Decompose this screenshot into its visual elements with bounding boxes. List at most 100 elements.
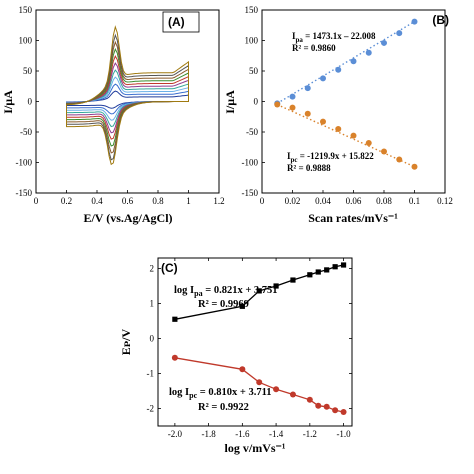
x-tick-label: 0.1	[409, 196, 420, 206]
data-point	[274, 101, 281, 108]
y-tick-label: -2	[147, 404, 155, 414]
y-tick-label: -50	[20, 127, 32, 137]
y-tick-label: 150	[19, 5, 33, 15]
y-tick-label: -150	[242, 188, 259, 198]
y-tick-label: 50	[249, 66, 259, 76]
data-point	[396, 30, 403, 37]
data-point	[340, 409, 347, 415]
data-point	[320, 118, 326, 125]
data-point	[411, 18, 418, 25]
x-tick-label: 0.04	[315, 196, 331, 206]
data-point	[304, 85, 311, 92]
eq-body: = -1219.9x + 15.822	[298, 151, 375, 161]
data-point	[381, 39, 387, 46]
data-point	[307, 272, 313, 278]
x-tick-label: -1.4	[269, 429, 284, 439]
data-point	[381, 148, 387, 155]
x-tick-label: 0.06	[346, 196, 362, 206]
panel-b-ticks: 0 0.02 0.04 0.06 0.08 0.1 0.12 -150 -100 -50 0 50 10…	[242, 5, 453, 206]
x-tick-label: 0.12	[437, 196, 453, 206]
data-point	[340, 262, 347, 268]
panel-b: 0 0.02 0.04 0.06 0.08 0.1 0.12 -150 -100 -50 0 50 10…	[223, 5, 453, 225]
panel-a-y-axis-label: I/µA	[1, 90, 15, 114]
x-tick-label: -1.2	[303, 429, 317, 439]
eq-body: = 0.821x + 3.751	[203, 285, 278, 296]
data-point	[256, 288, 262, 294]
y-tick-label: 150	[245, 5, 259, 15]
data-point	[239, 366, 246, 373]
data-point	[335, 125, 342, 132]
eq-symbol: log I	[169, 387, 189, 398]
data-point	[239, 303, 245, 309]
x-tick-label: 0	[260, 196, 265, 206]
y-tick-label: 0	[150, 334, 155, 344]
panel-b-equation-ipc: Ipc = -1219.9x + 15.822	[287, 151, 374, 164]
panel-b-y-axis-label: I/µA	[223, 90, 237, 114]
cv-curve	[66, 25, 189, 166]
y-tick-label: -150	[16, 188, 33, 198]
eq-symbol: log I	[174, 285, 194, 296]
data-point	[289, 104, 296, 111]
x-tick-label: -1.0	[336, 429, 351, 439]
data-point	[304, 110, 311, 117]
panel-a-plot-frame	[35, 9, 220, 194]
panel-c-r2-ipa: R² = 0.9969	[198, 299, 249, 310]
series-line	[174, 357, 344, 413]
y-tick-label: 100	[245, 36, 259, 46]
panel-b-label: (B)	[432, 13, 449, 27]
data-point	[289, 93, 296, 100]
data-point	[315, 402, 322, 409]
panel-c-ticks: -2.0 -1.8 -1.6 -1.4 -1.2 -1.0 -2 -1 0 1 2	[147, 258, 352, 439]
data-point	[256, 379, 263, 386]
x-tick-label: 0.08	[376, 196, 392, 206]
y-tick-label: -100	[16, 158, 33, 168]
panel-b-r2-ipa: R² = 0.9860	[292, 43, 336, 53]
data-point	[396, 156, 403, 163]
y-tick-label: -1	[147, 369, 155, 379]
eq-subscript: pa	[194, 289, 202, 298]
y-tick-label: 100	[19, 36, 33, 46]
x-tick-label: -2.0	[168, 429, 183, 439]
panel-c-series	[171, 262, 347, 415]
data-point	[323, 403, 330, 410]
y-tick-label: 0	[254, 97, 259, 107]
fit-line	[276, 20, 415, 104]
panel-a: 0 0.2 0.4 0.6 0.8 1 1.2 -150 -100 -50 0 50 100 150 (A…	[1, 5, 225, 225]
x-tick-label: 0.4	[91, 196, 103, 206]
series-line	[174, 264, 344, 320]
panel-c-equation-ipc: log Ipc = 0.810x + 3.711	[169, 387, 272, 400]
y-tick-label: 2	[150, 264, 155, 274]
data-point	[365, 49, 372, 56]
panel-c-y-axis-label: Eᴘ/V	[119, 328, 133, 355]
panel-a-cv-curves	[66, 25, 189, 166]
data-point	[324, 267, 330, 273]
eq-subscript: pc	[189, 391, 197, 400]
data-point	[332, 407, 339, 414]
y-tick-label: -50	[246, 127, 258, 137]
x-tick-label: 1	[186, 196, 191, 206]
x-tick-label: 0.8	[152, 196, 164, 206]
fit-line	[276, 103, 415, 168]
x-tick-label: -1.8	[201, 429, 216, 439]
data-point	[320, 75, 326, 82]
eq-symbol: I	[287, 151, 291, 161]
data-point	[332, 264, 338, 270]
x-tick-label: 0.02	[285, 196, 301, 206]
panel-b-series	[274, 18, 418, 170]
panel-a-label-box	[162, 11, 200, 33]
x-tick-label: 1.2	[213, 196, 224, 206]
data-point	[335, 66, 342, 73]
panel-b-equation-ipa: Ipa = 1473.1x – 22.008	[292, 31, 376, 44]
x-tick-label: 0.2	[61, 196, 72, 206]
data-point	[350, 132, 357, 139]
cv-curve	[66, 62, 189, 134]
data-point	[273, 386, 280, 393]
panel-a-x-axis-label: E/V (vs.Ag/AgCl)	[83, 211, 172, 225]
eq-symbol: I	[292, 31, 296, 41]
data-point	[171, 354, 178, 361]
x-tick-label: 0	[34, 196, 39, 206]
y-tick-label: 1	[150, 299, 155, 309]
panel-a-label: (A)	[168, 15, 185, 29]
y-tick-label: -100	[242, 158, 259, 168]
data-point	[289, 391, 296, 398]
